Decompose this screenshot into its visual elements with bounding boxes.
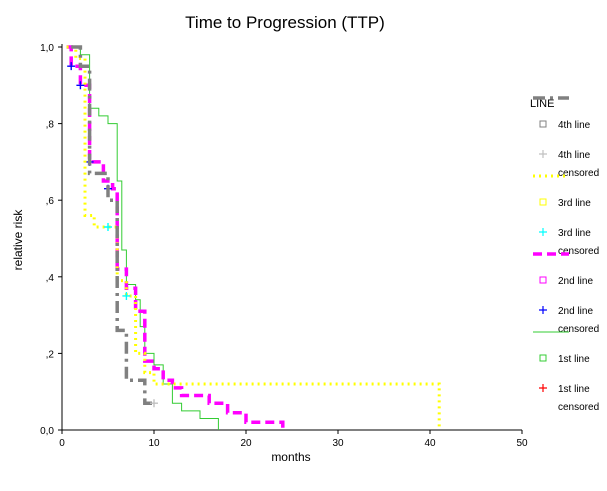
legend-label: 2nd line xyxy=(558,306,593,317)
legend-label-sub: censored xyxy=(558,402,599,413)
legend-box-swatch xyxy=(539,120,547,128)
x-tick-label: 0 xyxy=(59,438,65,449)
x-tick-label: 20 xyxy=(240,438,252,449)
y-tick-label: 1,0 xyxy=(40,43,54,54)
x-tick-label: 50 xyxy=(516,438,528,449)
series-line-2 xyxy=(66,45,285,430)
censored-mark xyxy=(122,291,131,300)
x-tick-label: 30 xyxy=(332,438,344,449)
legend-label: 3rd line xyxy=(558,198,591,209)
legend-box-swatch xyxy=(539,354,547,362)
y-tick-label: ,4 xyxy=(46,273,55,284)
series-line-4 xyxy=(71,45,154,405)
y-tick-label: ,2 xyxy=(46,349,55,360)
censored-mark xyxy=(150,399,158,408)
legend-label-sub: censored xyxy=(558,168,599,179)
y-axis-label: relative risk xyxy=(11,209,25,271)
x-axis-label: months xyxy=(271,450,310,464)
chart-title: Time to Progression (TTP) xyxy=(185,13,385,32)
legend-label: 4th line xyxy=(558,150,591,161)
legend-label: 1st line xyxy=(558,354,590,365)
x-tick-label: 40 xyxy=(424,438,436,449)
legend: LINE 4th line 4th line censored 3rd line 3rd… xyxy=(530,96,599,413)
y-tick-label: ,6 xyxy=(46,196,55,207)
legend-plus-swatch xyxy=(539,150,547,158)
series-line-3 xyxy=(66,45,441,430)
legend-plus-swatch xyxy=(539,306,547,314)
legend-label: 3rd line xyxy=(558,228,591,239)
legend-label-sub: censored xyxy=(558,324,599,335)
legend-plus-swatch xyxy=(539,228,547,236)
y-tick-label: 0,0 xyxy=(40,426,54,437)
legend-label: 2nd line xyxy=(558,276,593,287)
censored-mark xyxy=(104,223,112,232)
plot-area: 0,0 ,2 ,4 ,6 ,8 1,0 0 10 20 30 40 50 xyxy=(40,43,528,449)
series-line-1 xyxy=(66,46,219,430)
legend-box-swatch xyxy=(539,276,547,284)
legend-label: 4th line xyxy=(558,120,591,131)
y-tick-label: ,8 xyxy=(46,120,55,131)
legend-label-sub: censored xyxy=(558,246,599,257)
x-tick-label: 10 xyxy=(148,438,160,449)
legend-box-swatch xyxy=(539,198,547,206)
censored-mark xyxy=(76,81,85,90)
legend-label: 1st line xyxy=(558,384,590,395)
censored-mark xyxy=(67,62,76,71)
legend-title: LINE xyxy=(530,98,554,110)
legend-plus-swatch xyxy=(539,384,547,392)
